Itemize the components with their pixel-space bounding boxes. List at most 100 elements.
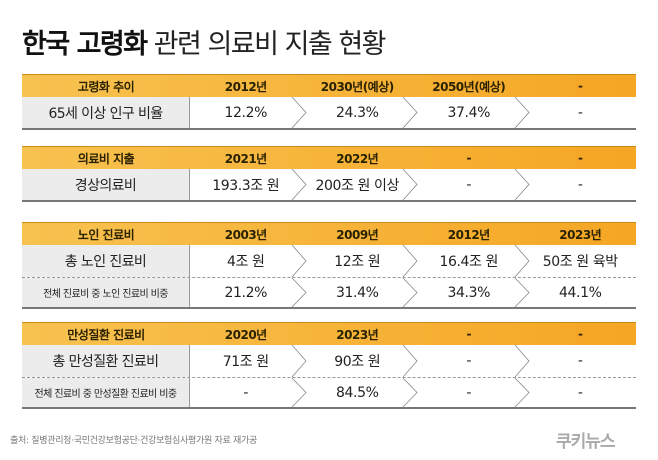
value-cell: 31.4% [302,278,414,307]
header-period: - [466,151,472,165]
value-cell: 50조 원 육박 [525,245,637,277]
section-header: 노인 진료비 2003년 2009년 2012년 2023년 [22,222,636,245]
cell-value: - [577,384,583,401]
chevron-right-icon [515,278,529,307]
header-period: 2030년(예상) [320,79,394,94]
chevron-right-icon [515,97,529,128]
table-row: 총 만성질환 진료비 71조 원 90조 원 - - [22,345,636,378]
section-title: 만성질환 진료비 [67,327,145,342]
chevron-right-icon [403,378,417,407]
cell-value: - [466,353,472,369]
value-cell: - [525,378,637,407]
chevron-right-icon [292,245,306,277]
chevron-right-icon [292,378,306,407]
cell-value: 21.2% [224,284,268,301]
row-label: 전체 진료비 중 만성질환 진료비 비중 [22,378,190,407]
cell-value: 193.3조 원 [212,177,280,194]
header-period: 2023년 [336,327,379,342]
value-cell: 21.2% [190,278,302,307]
cell-value: 16.4조 원 [439,254,499,270]
value-cell: 37.4% [413,97,525,128]
table-row: 전체 진료비 중 만성질환 진료비 비중 - 84.5% - - [22,378,636,409]
value-cell: - [413,378,525,407]
logo: 쿠키뉴스 [556,432,616,452]
row-label: 경상의료비 [22,169,190,200]
value-cell: 16.4조 원 [413,245,525,277]
header-period: - [578,327,583,341]
value-cell: 200조 원 이상 [302,169,414,200]
cell-value: - [577,104,583,121]
value-cell: 90조 원 [302,345,414,377]
header-period: - [578,79,583,93]
header-period: 2023년 [559,227,602,242]
section-title: 의료비 지출 [77,151,135,166]
chevron-right-icon [403,278,417,307]
value-cell: - [525,169,637,200]
value-cell: - [413,345,525,377]
header-period: 2003년 [224,227,267,242]
section-header: 만성질환 진료비 2020년 2023년 - - [22,322,636,345]
table-section: 고령화 추이 2012년 2030년(예상) 2050년(예상) -65세 이상 인구 … [22,74,636,130]
row-label: 65세 이상 인구 비율 [22,97,190,128]
section-header: 고령화 추이 2012년 2030년(예상) 2050년(예상) - [22,74,636,97]
value-cell: 24.3% [302,97,414,128]
source-note: 출처: 질병관리청·국민건강보험공단·건강보험심사평가원 자료 재가공 [10,436,257,446]
cell-value: 44.1% [559,284,602,301]
cell-value: 90조 원 [334,354,381,370]
chevron-right-icon [515,245,529,277]
chevron-right-icon [403,245,417,277]
chevron-right-icon [292,169,306,200]
table-row: 경상의료비 193.3조 원 200조 원 이상 - - [22,169,636,202]
value-cell: - [525,97,637,128]
title-rest: 관련 의료비 지출 현황 [153,29,387,60]
cell-value: 50조 원 육박 [542,254,618,270]
cell-value: - [466,176,472,193]
chevron-right-icon [515,169,529,200]
value-cell: 34.3% [413,278,525,307]
chevron-right-icon [292,345,306,377]
cell-value: - [466,384,472,401]
header-period: 2012년 [447,227,490,242]
value-cell: 44.1% [525,278,637,307]
value-cell: 71조 원 [190,345,302,377]
cell-value: 12.2% [224,104,268,121]
table-section: 의료비 지출 2021년 2022년 - - 경상의료비 193.3조 원 200조 원 이상… [22,146,636,202]
section-title: 고령화 추이 [77,79,135,94]
header-period: - [578,151,583,165]
cell-value: 24.3% [336,104,379,121]
cell-value: - [577,176,583,193]
chevron-right-icon [515,345,529,377]
value-cell: 12조 원 [302,245,414,277]
header-period: 2012년 [224,79,267,94]
chevron-right-icon [292,278,306,307]
value-cell: - [413,169,525,200]
cell-value: 200조 원 이상 [315,177,400,194]
table-row: 전체 진료비 중 노인 진료비 비중 21.2% 31.4% 34.3% 44.1% [22,278,636,309]
table-section: 만성질환 진료비 2020년 2023년 - - 총 만성질환 진료비 71조 원 90조 원… [22,322,636,409]
cell-value: 71조 원 [222,354,269,370]
title-bold: 한국 고령화 [22,29,148,60]
cell-value: 4조 원 [226,254,265,270]
cell-value: - [577,353,583,369]
cell-value: - [243,384,249,401]
header-period: 2022년 [336,151,379,166]
value-cell: 84.5% [302,378,414,407]
table-section: 노인 진료비 2003년 2009년 2012년 2023년 총 노인 진료비 4조 원 12… [22,222,636,309]
row-label: 전체 진료비 중 노인 진료비 비중 [22,278,190,307]
chevron-right-icon [292,97,306,128]
chevron-right-icon [403,345,417,377]
cell-value: 37.4% [447,104,491,121]
value-cell: - [525,345,637,377]
value-cell: - [190,378,302,407]
chevron-right-icon [403,169,417,200]
chevron-right-icon [403,97,417,128]
page-title: 한국 고령화 관련 의료비 지출 현황 [22,22,387,61]
header-period: 2021년 [224,151,267,166]
value-cell: 4조 원 [190,245,302,277]
header-period: 2020년 [224,327,267,342]
table-row: 65세 이상 인구 비율 12.2% 24.3% 37.4% - [22,97,636,130]
section-header: 의료비 지출 2021년 2022년 - - [22,146,636,169]
value-cell: 193.3조 원 [190,169,302,200]
row-label: 총 노인 진료비 [22,245,190,277]
cell-value: 84.5% [336,384,379,401]
